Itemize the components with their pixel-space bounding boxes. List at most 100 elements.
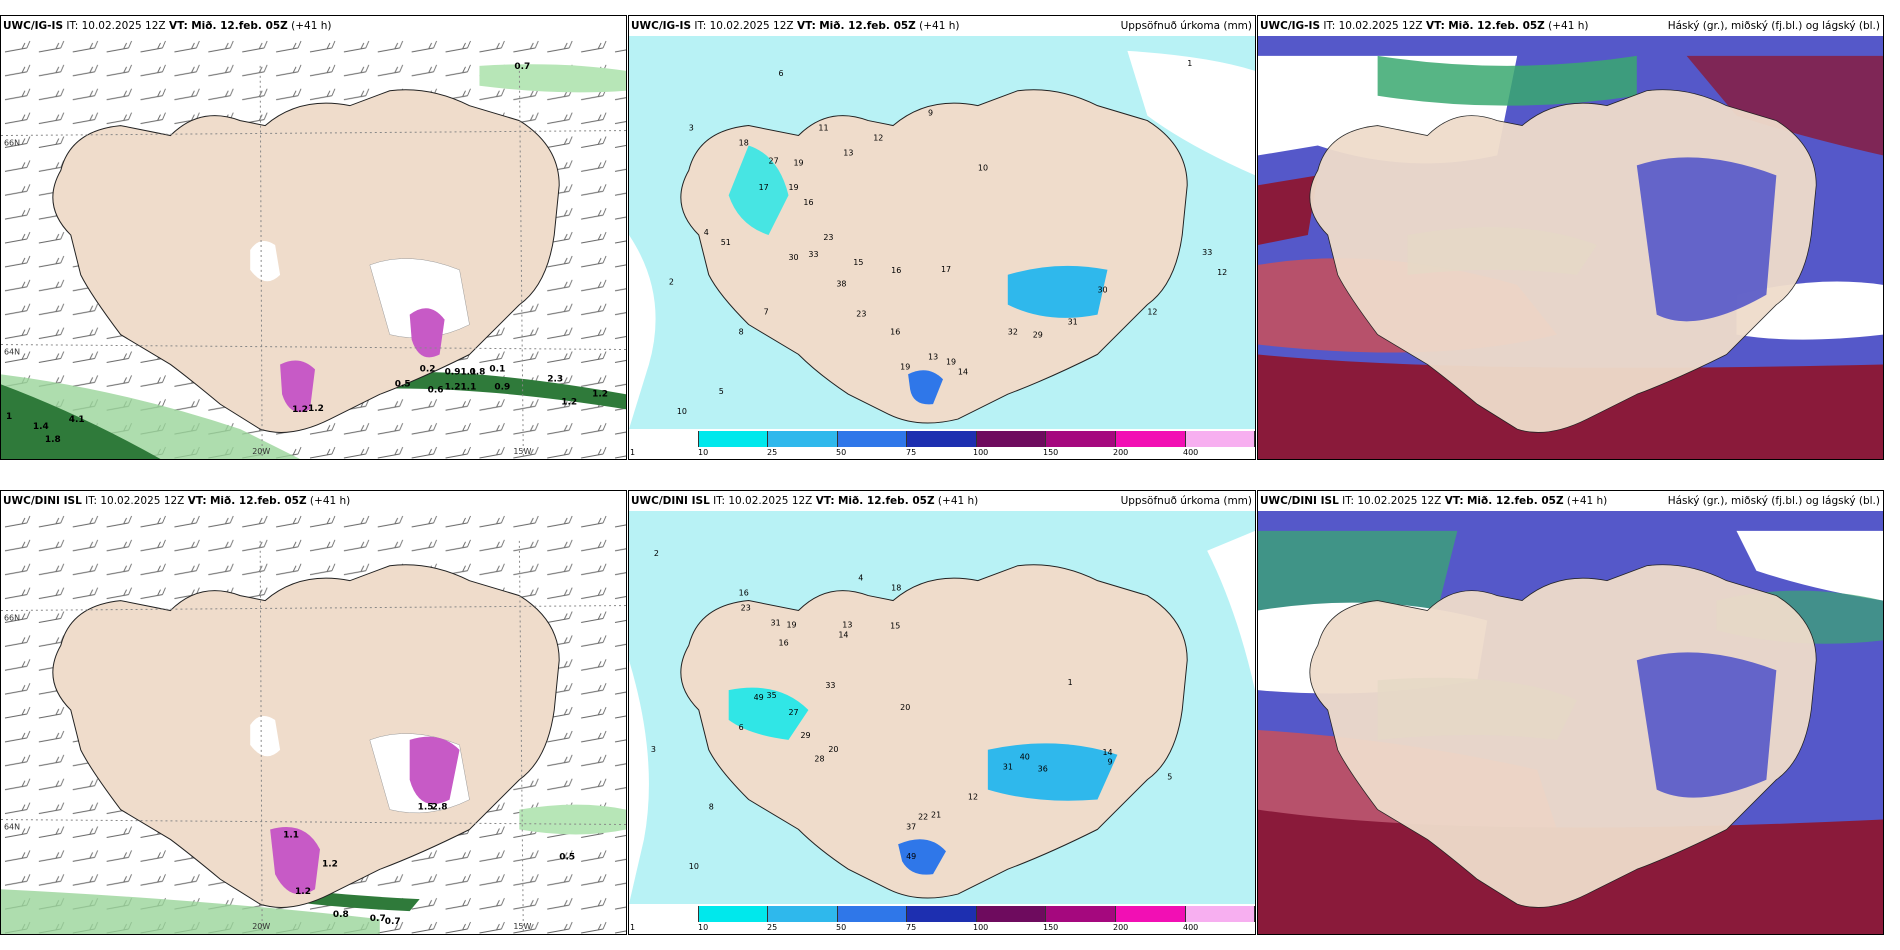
panel-cloud-igis: UWC/IG-IS IT: 10.02.2025 12Z VT: Mið. 12…	[1257, 15, 1884, 460]
valid-time: Mið. 12.feb. 05Z	[209, 495, 307, 507]
legend-swatch	[907, 906, 977, 922]
value-label: 2	[654, 549, 659, 558]
value-label: 29	[1033, 330, 1043, 339]
model-name: UWC/DINI ISL	[631, 495, 710, 507]
value-label: 16	[779, 638, 789, 647]
value-label: 33	[808, 250, 818, 259]
gridline	[518, 65, 524, 459]
panel-title: Uppsöfnuð úrkoma (mm)	[1120, 20, 1252, 32]
value-label: 17	[759, 183, 769, 192]
value-label: 31	[1003, 763, 1013, 772]
value-label: 1.2	[292, 405, 308, 415]
lon-label: 15W	[513, 922, 531, 931]
legend-color-bar	[629, 906, 1255, 922]
lat-label: 66N	[4, 138, 20, 147]
iceland-land	[680, 89, 1188, 424]
value-label: 13	[843, 148, 853, 157]
legend-tick: 400	[1183, 448, 1199, 457]
value-label: 33	[825, 681, 835, 690]
value-label: 23	[823, 233, 833, 242]
value-label: 0.91.1	[445, 367, 477, 377]
legend-tick: 1	[630, 923, 636, 932]
value-label: 6	[779, 69, 784, 78]
clear-sky	[1736, 530, 1883, 601]
mid-cloud	[1636, 157, 1777, 322]
glacier	[250, 716, 281, 757]
lat-label: 64N	[4, 822, 20, 831]
value-label: 1.8	[45, 435, 61, 445]
no-precip-area	[1207, 530, 1255, 691]
value-labels: 0.5 1.2 1.2 0.8 0.7 0.7 1.5 2.8 1.1	[283, 803, 575, 927]
legend-tick: 50	[836, 448, 847, 457]
value-label: 12	[1147, 308, 1157, 317]
value-label: 19	[788, 183, 798, 192]
value-label: 28	[814, 755, 824, 764]
value-label: 1	[1187, 59, 1192, 68]
precip-area	[728, 145, 789, 235]
value-label: 1.4	[33, 422, 49, 432]
precip-area	[1007, 265, 1108, 318]
value-label: 5	[1167, 773, 1172, 782]
lead-time: (+41 h)	[1566, 495, 1608, 507]
value-label: 0.8	[333, 910, 349, 920]
legend-swatch	[837, 431, 908, 447]
value-label: 11	[818, 124, 828, 133]
value-label: 4.1	[69, 415, 85, 425]
precip-map-svg: 16 23 31 19 16 14 13 18 20 15 27 49 35 3…	[629, 511, 1255, 904]
value-label: 13	[928, 352, 938, 361]
precip-core	[409, 308, 445, 358]
legend-swatch	[1046, 906, 1116, 922]
value-label: 0.7	[385, 917, 401, 927]
value-label: 16	[739, 589, 749, 598]
map-wind: 66N 64N 20W 15W 0.7 0.2 0.91.1 0.8 0.1 1…	[1, 36, 626, 459]
value-label: 30	[1098, 286, 1108, 295]
lon-label: 20W	[252, 922, 270, 931]
value-label: 4	[704, 228, 709, 237]
value-label: 30	[788, 253, 798, 262]
value-label: 0.6	[428, 385, 444, 395]
value-label: 5	[719, 387, 724, 396]
precip-core	[409, 736, 460, 805]
valid-time-label: VT:	[1444, 495, 1464, 507]
value-label: 1.2	[322, 859, 338, 869]
legend-swatch	[768, 431, 838, 447]
legend-tick: 25	[767, 923, 778, 932]
legend-ticks: 1 10 25 50 75 100 150 200 400	[629, 923, 1255, 933]
panel-title: Háský (gr.), miðský (fj.bl.) og lágský (…	[1667, 495, 1880, 507]
value-label: 7	[764, 308, 769, 317]
legend-ticks: 1 10 25 50 75 100 150 200 400	[629, 448, 1255, 458]
legend-swatch	[907, 431, 977, 447]
panel-header: UWC/DINI ISL IT: 10.02.2025 12Z VT: Mið.…	[1, 491, 626, 511]
panel-cloud-dini: UWC/DINI ISL IT: 10.02.2025 12Z VT: Mið.…	[1257, 490, 1884, 935]
cloud-map-svg	[1258, 511, 1883, 934]
value-label: 14	[838, 630, 848, 639]
value-label: 0.7	[370, 914, 386, 924]
init-time: IT: 10.02.2025 12Z	[1342, 495, 1442, 507]
valid-time: Mið. 12.feb. 05Z	[191, 20, 288, 32]
value-label: 20	[900, 703, 910, 712]
wind-map-svg: 66N 64N 20W 15W 0.5 1.2 1.2 0.8 0.7 0.7 …	[1, 511, 626, 934]
lon-label: 15W	[513, 447, 531, 456]
legend-swatch	[629, 906, 699, 922]
value-label: 33	[1202, 248, 1212, 257]
model-name: UWC/DINI ISL	[1260, 495, 1339, 507]
value-label: 14	[1102, 748, 1112, 757]
legend-swatch	[698, 906, 769, 922]
legend-swatch	[629, 431, 699, 447]
glacier	[369, 258, 470, 339]
legend-tick: 100	[973, 448, 989, 457]
legend-tick: 200	[1113, 448, 1129, 457]
value-label: 23	[856, 310, 866, 319]
legend-swatch	[698, 431, 769, 447]
panel-title: Uppsöfnuð úrkoma (mm)	[1120, 495, 1252, 507]
iceland-land	[680, 564, 1188, 899]
valid-time-label: VT:	[1425, 20, 1445, 32]
value-label: 0.2	[420, 364, 436, 374]
valid-time-label: VT:	[796, 20, 816, 32]
value-label: 0.8	[470, 367, 486, 377]
value-label: 40	[1020, 753, 1030, 762]
precip-core	[280, 360, 315, 413]
wind-map-svg: 66N 64N 20W 15W 0.7 0.2 0.91.1 0.8 0.1 1…	[1, 36, 626, 459]
no-precip-area	[629, 234, 656, 429]
lead-time: (+41 h)	[291, 20, 332, 32]
